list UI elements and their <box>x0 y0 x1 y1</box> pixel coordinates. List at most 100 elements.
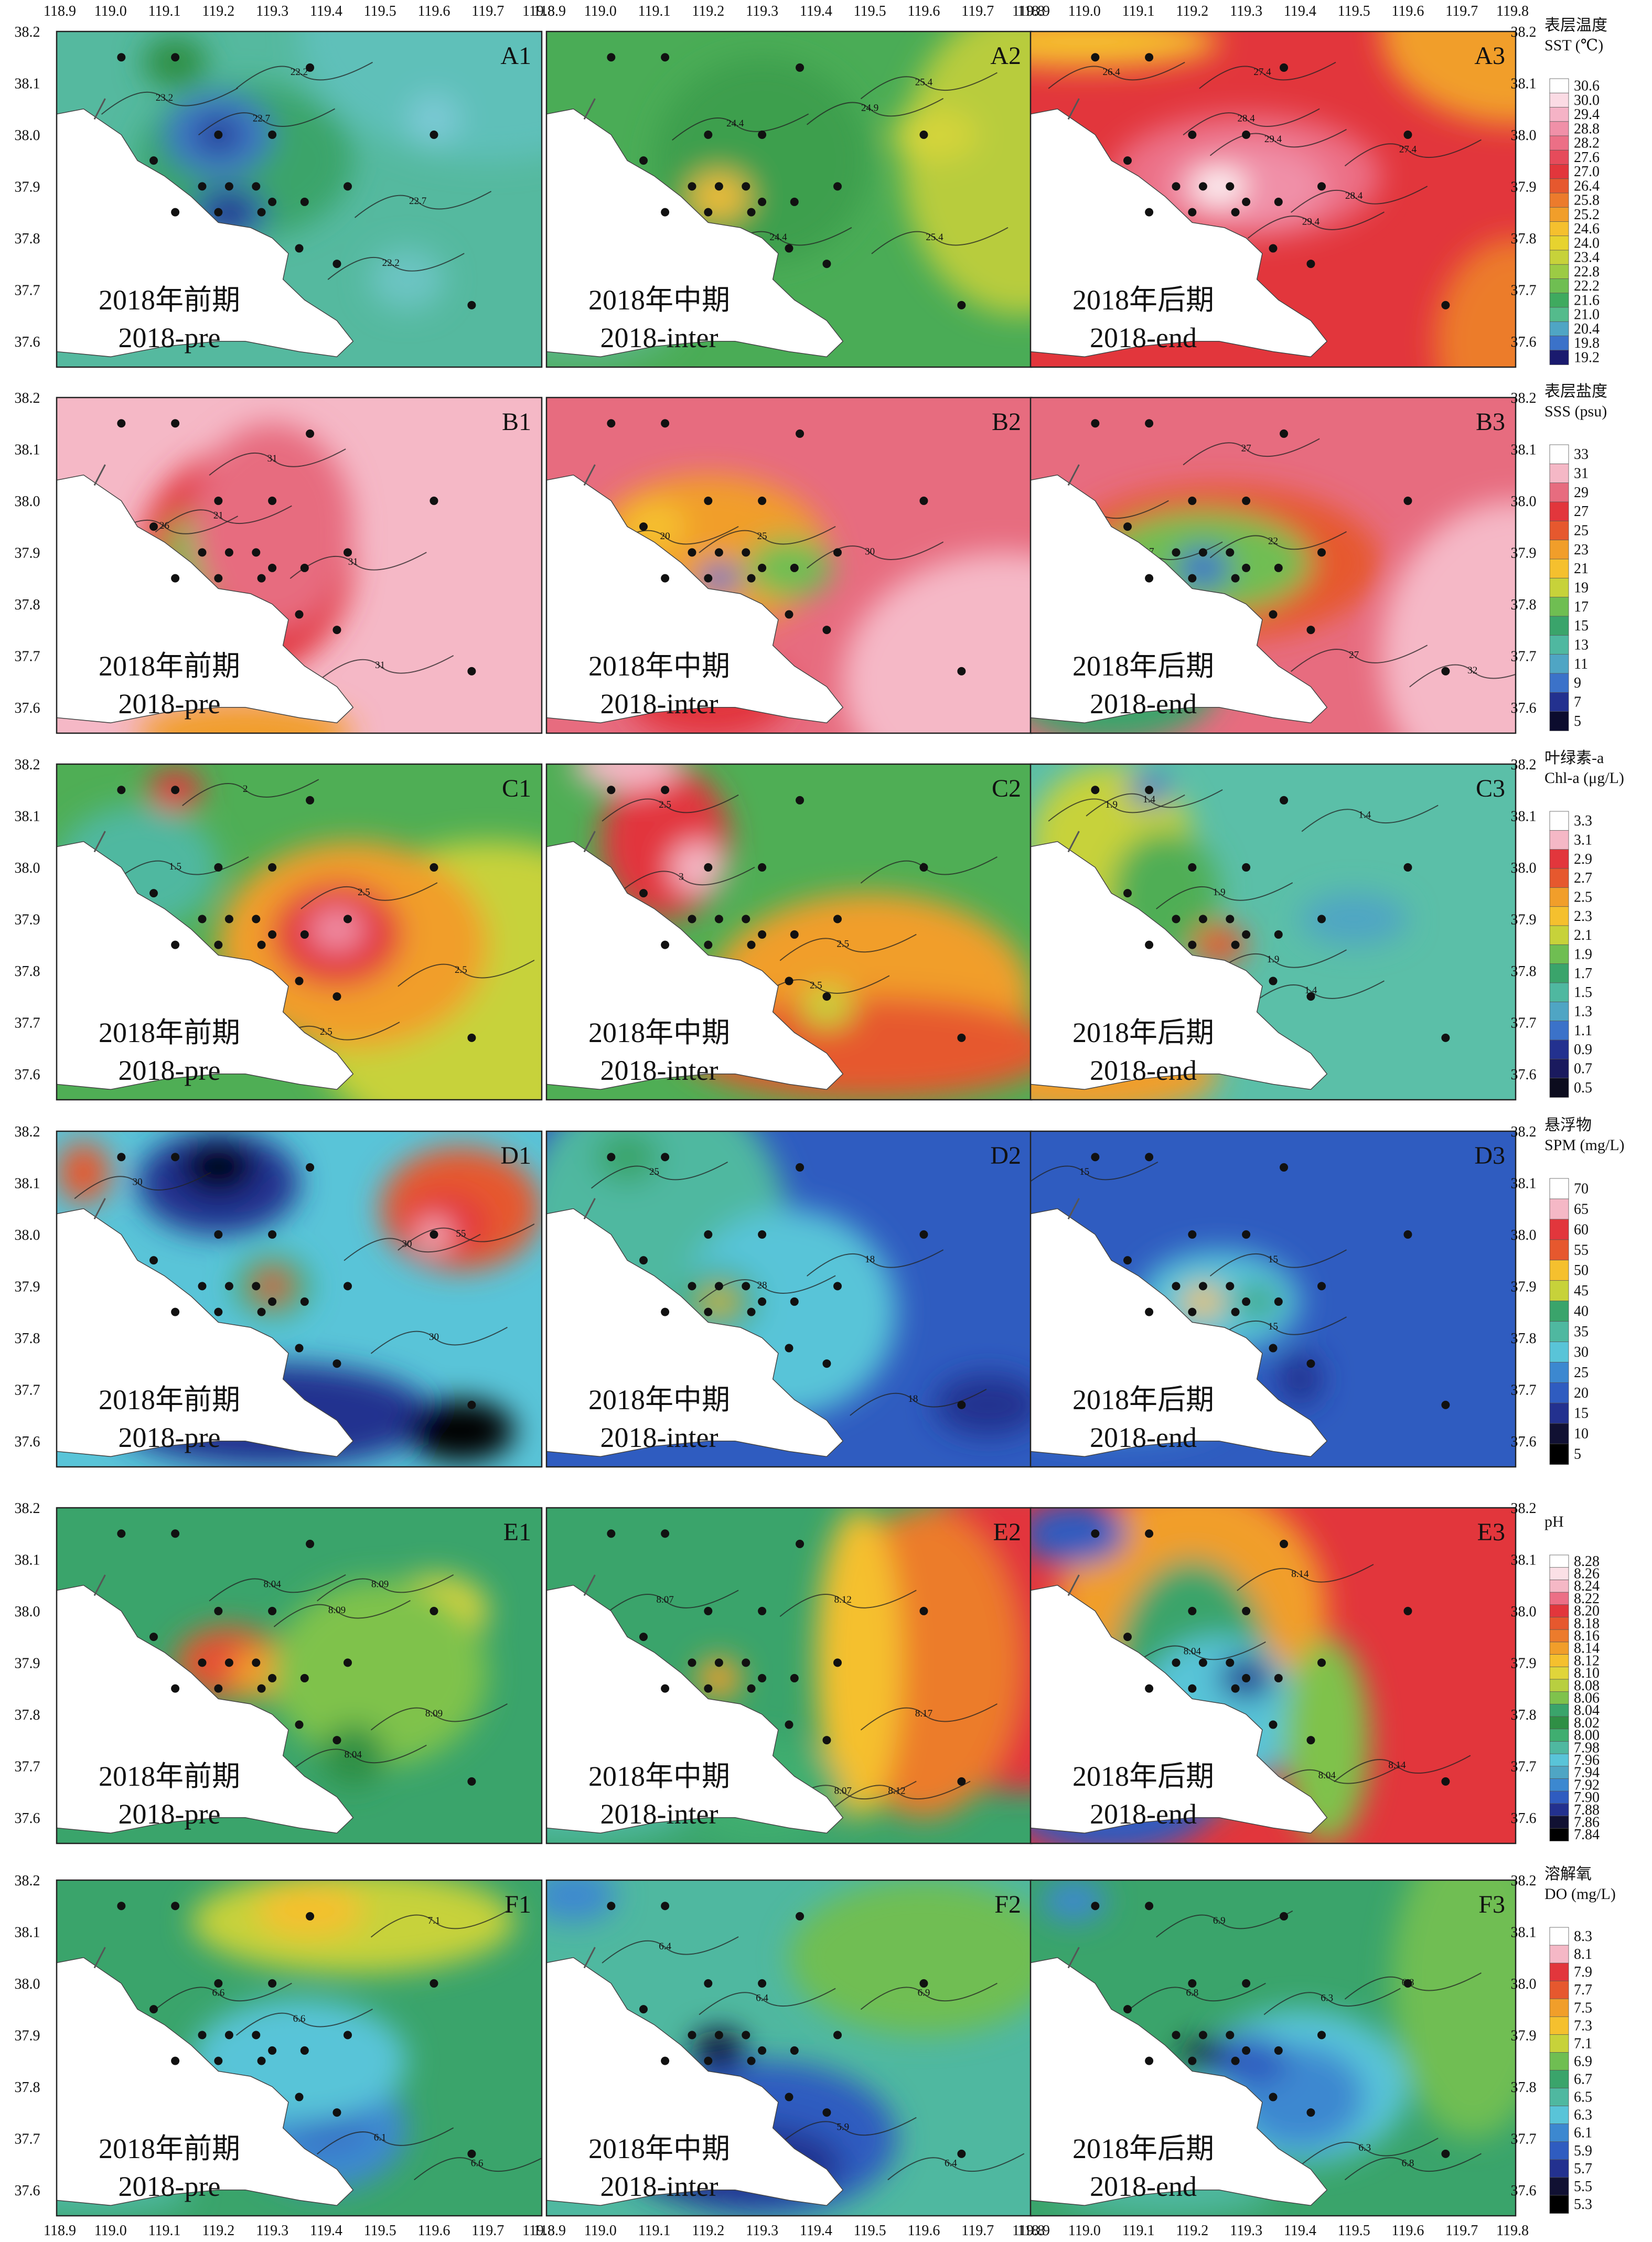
legend-tick: 2.9 <box>1574 851 1592 867</box>
legend-swatch <box>1549 1998 1569 2018</box>
station-dot <box>822 1736 831 1745</box>
panel-frame <box>1029 1879 1517 2217</box>
legend-tick: 2.5 <box>1574 889 1592 906</box>
station-dot <box>704 496 713 505</box>
station-dot <box>198 915 207 924</box>
legend-tick: 2.3 <box>1574 908 1592 925</box>
legend-title-cn: 叶绿素-a <box>1544 749 1604 767</box>
isoline <box>155 505 292 533</box>
x-tick-bottom: 118.9 <box>1017 2223 1050 2239</box>
legend-tick: 29 <box>1574 485 1589 501</box>
legend-tick: 7.1 <box>1574 2035 1592 2052</box>
station-dot <box>1274 930 1283 939</box>
period-en: 2018-end <box>1090 2171 1197 2202</box>
legend-swatch <box>1549 2141 1569 2160</box>
isoline <box>1409 664 1516 688</box>
station-dot <box>300 2046 309 2055</box>
field-blobs <box>1031 31 1516 367</box>
station-dot <box>1172 915 1181 924</box>
station-dot <box>742 2031 750 2040</box>
x-tick-top: 119.4 <box>310 3 342 19</box>
station-dot <box>758 197 767 206</box>
isoline <box>327 253 465 280</box>
station-dot <box>214 2056 223 2065</box>
isoline <box>807 98 944 125</box>
y-tick-right: 38.0 <box>1511 494 1537 510</box>
station-dot <box>796 796 804 804</box>
x-tick-bottom: 119.2 <box>202 2223 234 2239</box>
isoline-label: 2.5 <box>358 887 370 898</box>
legend-tick: 8.26 <box>1574 1566 1600 1582</box>
land-mask <box>1031 1208 1328 1457</box>
map-panel-A1: 23.2 22.7 22.2 22.7 22.2 A1 2018年前期 2018-pre <box>56 30 543 368</box>
station-dot <box>758 1674 767 1682</box>
isoline <box>672 113 809 141</box>
station-dot <box>257 1307 266 1316</box>
legend-tick: 7.98 <box>1574 1740 1600 1756</box>
y-tick-right: 38.1 <box>1511 808 1537 824</box>
station-dot <box>467 1777 476 1786</box>
y-tick-left: 38.2 <box>15 757 40 773</box>
station-dot <box>1306 1359 1315 1368</box>
legend-swatch <box>1549 1828 1569 1841</box>
legend-tick: 29.4 <box>1574 106 1600 123</box>
station-dot <box>430 1230 438 1239</box>
field-blob <box>1381 501 1516 733</box>
station-dot <box>822 2108 831 2117</box>
station-dot <box>785 1344 793 1353</box>
river-mouth <box>583 464 596 486</box>
legend-swatch <box>1549 321 1569 337</box>
station-dot <box>1269 2093 1278 2101</box>
station-dot <box>758 1297 767 1306</box>
station-dot <box>224 182 233 191</box>
station-dot <box>1231 1307 1240 1316</box>
legend-tick: 7.7 <box>1574 1982 1592 1998</box>
station-dot <box>661 1902 670 1911</box>
station-dot <box>1145 208 1154 217</box>
legend-swatch <box>1549 1078 1569 1098</box>
station-dot <box>1188 2056 1197 2065</box>
legend-tick: 5.9 <box>1574 2143 1592 2159</box>
station-dot <box>714 915 723 924</box>
panel-frame <box>56 1507 543 1844</box>
legend-swatch <box>1549 1402 1569 1424</box>
legend-swatch <box>1549 1790 1569 1804</box>
isoline-label: 20 <box>660 531 670 542</box>
y-tick-right: 38.1 <box>1511 442 1537 458</box>
isoline <box>1247 980 1385 1008</box>
station-dot <box>957 667 966 675</box>
station-dot <box>300 563 309 572</box>
legend-swatch <box>1549 2123 1569 2142</box>
legend-swatch <box>1549 1604 1569 1618</box>
isoline <box>344 1233 481 1261</box>
station-dot <box>1317 915 1326 924</box>
station-dot <box>758 130 767 139</box>
x-tick-bottom: 119.7 <box>471 2223 504 2239</box>
station-dot <box>833 915 842 924</box>
stations <box>607 786 966 1042</box>
isoline-label: 1.9 <box>1105 799 1118 810</box>
river-mouth <box>93 98 106 120</box>
legend-tick: 19 <box>1574 580 1589 596</box>
station-dot <box>1123 156 1132 165</box>
legend-tick: 8.10 <box>1574 1665 1600 1681</box>
river-mouth <box>583 1198 596 1220</box>
station-dot <box>919 1230 928 1239</box>
panel-label: E3 <box>1477 1518 1505 1546</box>
river-mouth <box>93 1574 106 1596</box>
isoline-label: 18 <box>908 1393 918 1404</box>
legend-swatch <box>1549 278 1569 294</box>
field-blob <box>1300 893 1408 945</box>
legend-swatch <box>1549 149 1569 165</box>
land-mask <box>1031 108 1328 358</box>
field-blob <box>891 109 978 161</box>
period-cn: 2018年中期 <box>588 1017 730 1048</box>
x-tick-bottom: 119.0 <box>94 2223 127 2239</box>
isoline-label: 28.4 <box>1345 190 1363 201</box>
isoline <box>101 88 239 115</box>
station-dot <box>661 940 670 949</box>
legend-tick: 15 <box>1574 618 1589 634</box>
legend-tick: 25 <box>1574 1365 1589 1381</box>
legend-tick: 8.02 <box>1574 1715 1600 1731</box>
isoline-label: 5.9 <box>836 2122 849 2133</box>
